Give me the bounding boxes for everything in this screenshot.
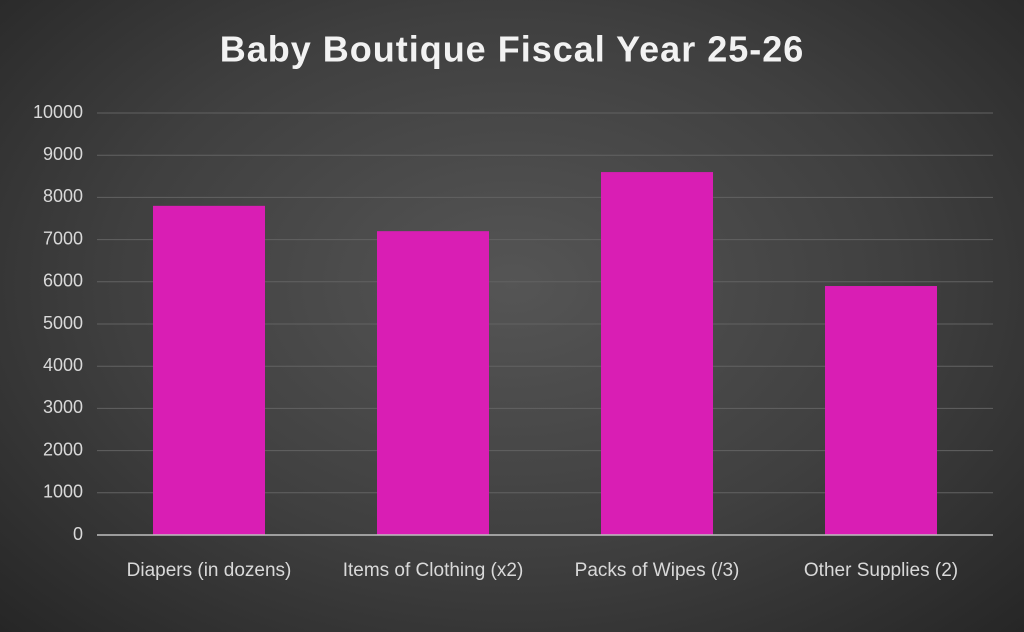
y-tick-label: 0 xyxy=(73,524,83,544)
bar xyxy=(825,286,937,535)
x-tick-label: Diapers (in dozens) xyxy=(126,560,292,581)
y-tick-label: 4000 xyxy=(43,355,83,375)
y-tick-label: 5000 xyxy=(43,313,83,333)
bar xyxy=(153,205,265,535)
x-tick-label: Packs of Wipes (/3) xyxy=(574,560,740,581)
y-tick-label: 9000 xyxy=(43,144,83,164)
y-tick-label: 10000 xyxy=(33,102,83,122)
y-tick-label: 2000 xyxy=(43,439,83,459)
y-tick-label: 3000 xyxy=(43,397,83,417)
chart-title: Baby Boutique Fiscal Year 25-26 xyxy=(220,29,805,70)
y-tick-label: 7000 xyxy=(43,228,83,248)
y-tick-label: 1000 xyxy=(43,482,83,502)
y-tick-label: 8000 xyxy=(43,186,83,206)
x-tick-label: Other Supplies (2) xyxy=(803,560,959,581)
y-tick-label: 6000 xyxy=(43,271,83,291)
x-tick-label: Items of Clothing (x2) xyxy=(342,560,524,581)
bar xyxy=(601,172,713,535)
bar xyxy=(377,231,489,535)
